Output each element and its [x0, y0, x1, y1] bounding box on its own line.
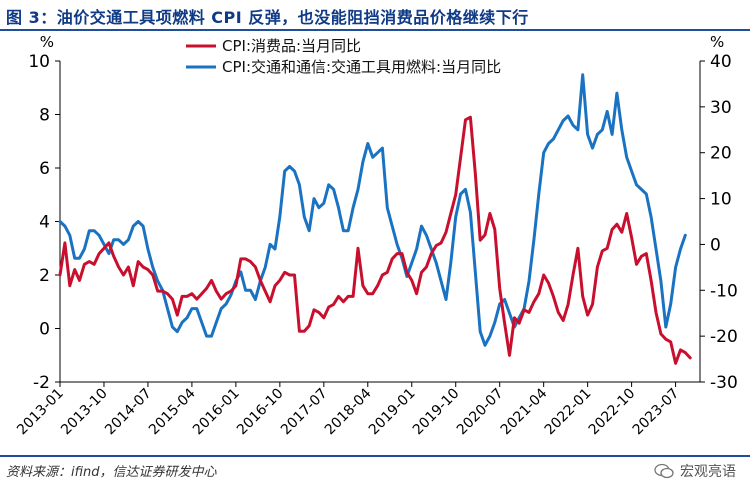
x-tick-label: 2013-01 — [14, 386, 67, 439]
right-tick-label: 0 — [710, 235, 721, 255]
left-tick-label: 8 — [39, 106, 50, 126]
right-tick-label: 20 — [710, 144, 732, 164]
figure-title: 图 3：油价交通工具项燃料 CPI 反弹，也没能阻挡消费品价格继续下行 — [6, 8, 529, 27]
right-tick-label: 10 — [710, 190, 732, 210]
right-tick-label: -30 — [710, 373, 738, 393]
right-axis-unit: % — [710, 33, 724, 51]
axes-group: % %-20246810-30-20-100102030402013-012013… — [14, 33, 738, 438]
wechat-icon — [654, 463, 674, 479]
left-axis-unit: % — [40, 33, 54, 51]
left-tick-label: -2 — [33, 373, 50, 393]
legend-label-consumer-goods: CPI:消费品:当月同比 — [222, 37, 361, 55]
source-note: 资料来源：ifind，信达证券研发中心 — [6, 465, 217, 480]
right-tick-label: 40 — [710, 52, 732, 72]
x-tick-label: 2013-10 — [58, 386, 111, 439]
left-tick-label: 10 — [28, 52, 50, 72]
watermark: 宏观亮语 — [654, 461, 736, 481]
left-tick-label: 0 — [39, 320, 50, 340]
left-tick-label: 6 — [39, 159, 50, 179]
title-rule — [0, 29, 750, 31]
x-tick-label: 2023-07 — [630, 386, 683, 439]
left-tick-label: 2 — [39, 266, 50, 286]
x-tick-label: 2022-01 — [542, 386, 595, 439]
series-lines — [58, 73, 692, 365]
legend-label-vehicle-fuel: CPI:交通和通信:交通工具用燃料:当月同比 — [222, 58, 501, 76]
right-tick-label: 30 — [710, 98, 732, 118]
x-tick-label: 2019-10 — [410, 386, 463, 439]
x-tick-label: 2014-07 — [102, 386, 155, 439]
x-tick-label: 2016-01 — [190, 386, 243, 439]
right-tick-label: -20 — [710, 327, 738, 347]
series-line-vehicle-fuel — [58, 73, 687, 347]
x-tick-label: 2022-10 — [586, 386, 639, 439]
right-tick-label: -10 — [710, 281, 738, 301]
x-tick-label: 2018-04 — [322, 385, 375, 438]
x-tick-label: 2020-07 — [454, 386, 507, 439]
x-tick-label: 2015-04 — [146, 385, 199, 438]
footer-rule — [0, 455, 750, 457]
x-tick-label: 2021-04 — [498, 385, 551, 438]
legend: CPI:消费品:当月同比 CPI:交通和通信:交通工具用燃料:当月同比 — [186, 37, 501, 76]
series-line-consumer-goods — [58, 115, 692, 365]
x-tick-label: 2019-01 — [366, 386, 419, 439]
watermark-text: 宏观亮语 — [680, 464, 736, 480]
x-tick-label: 2017-07 — [278, 386, 331, 439]
left-tick-label: 4 — [39, 213, 50, 233]
x-tick-label: 2016-10 — [234, 386, 287, 439]
